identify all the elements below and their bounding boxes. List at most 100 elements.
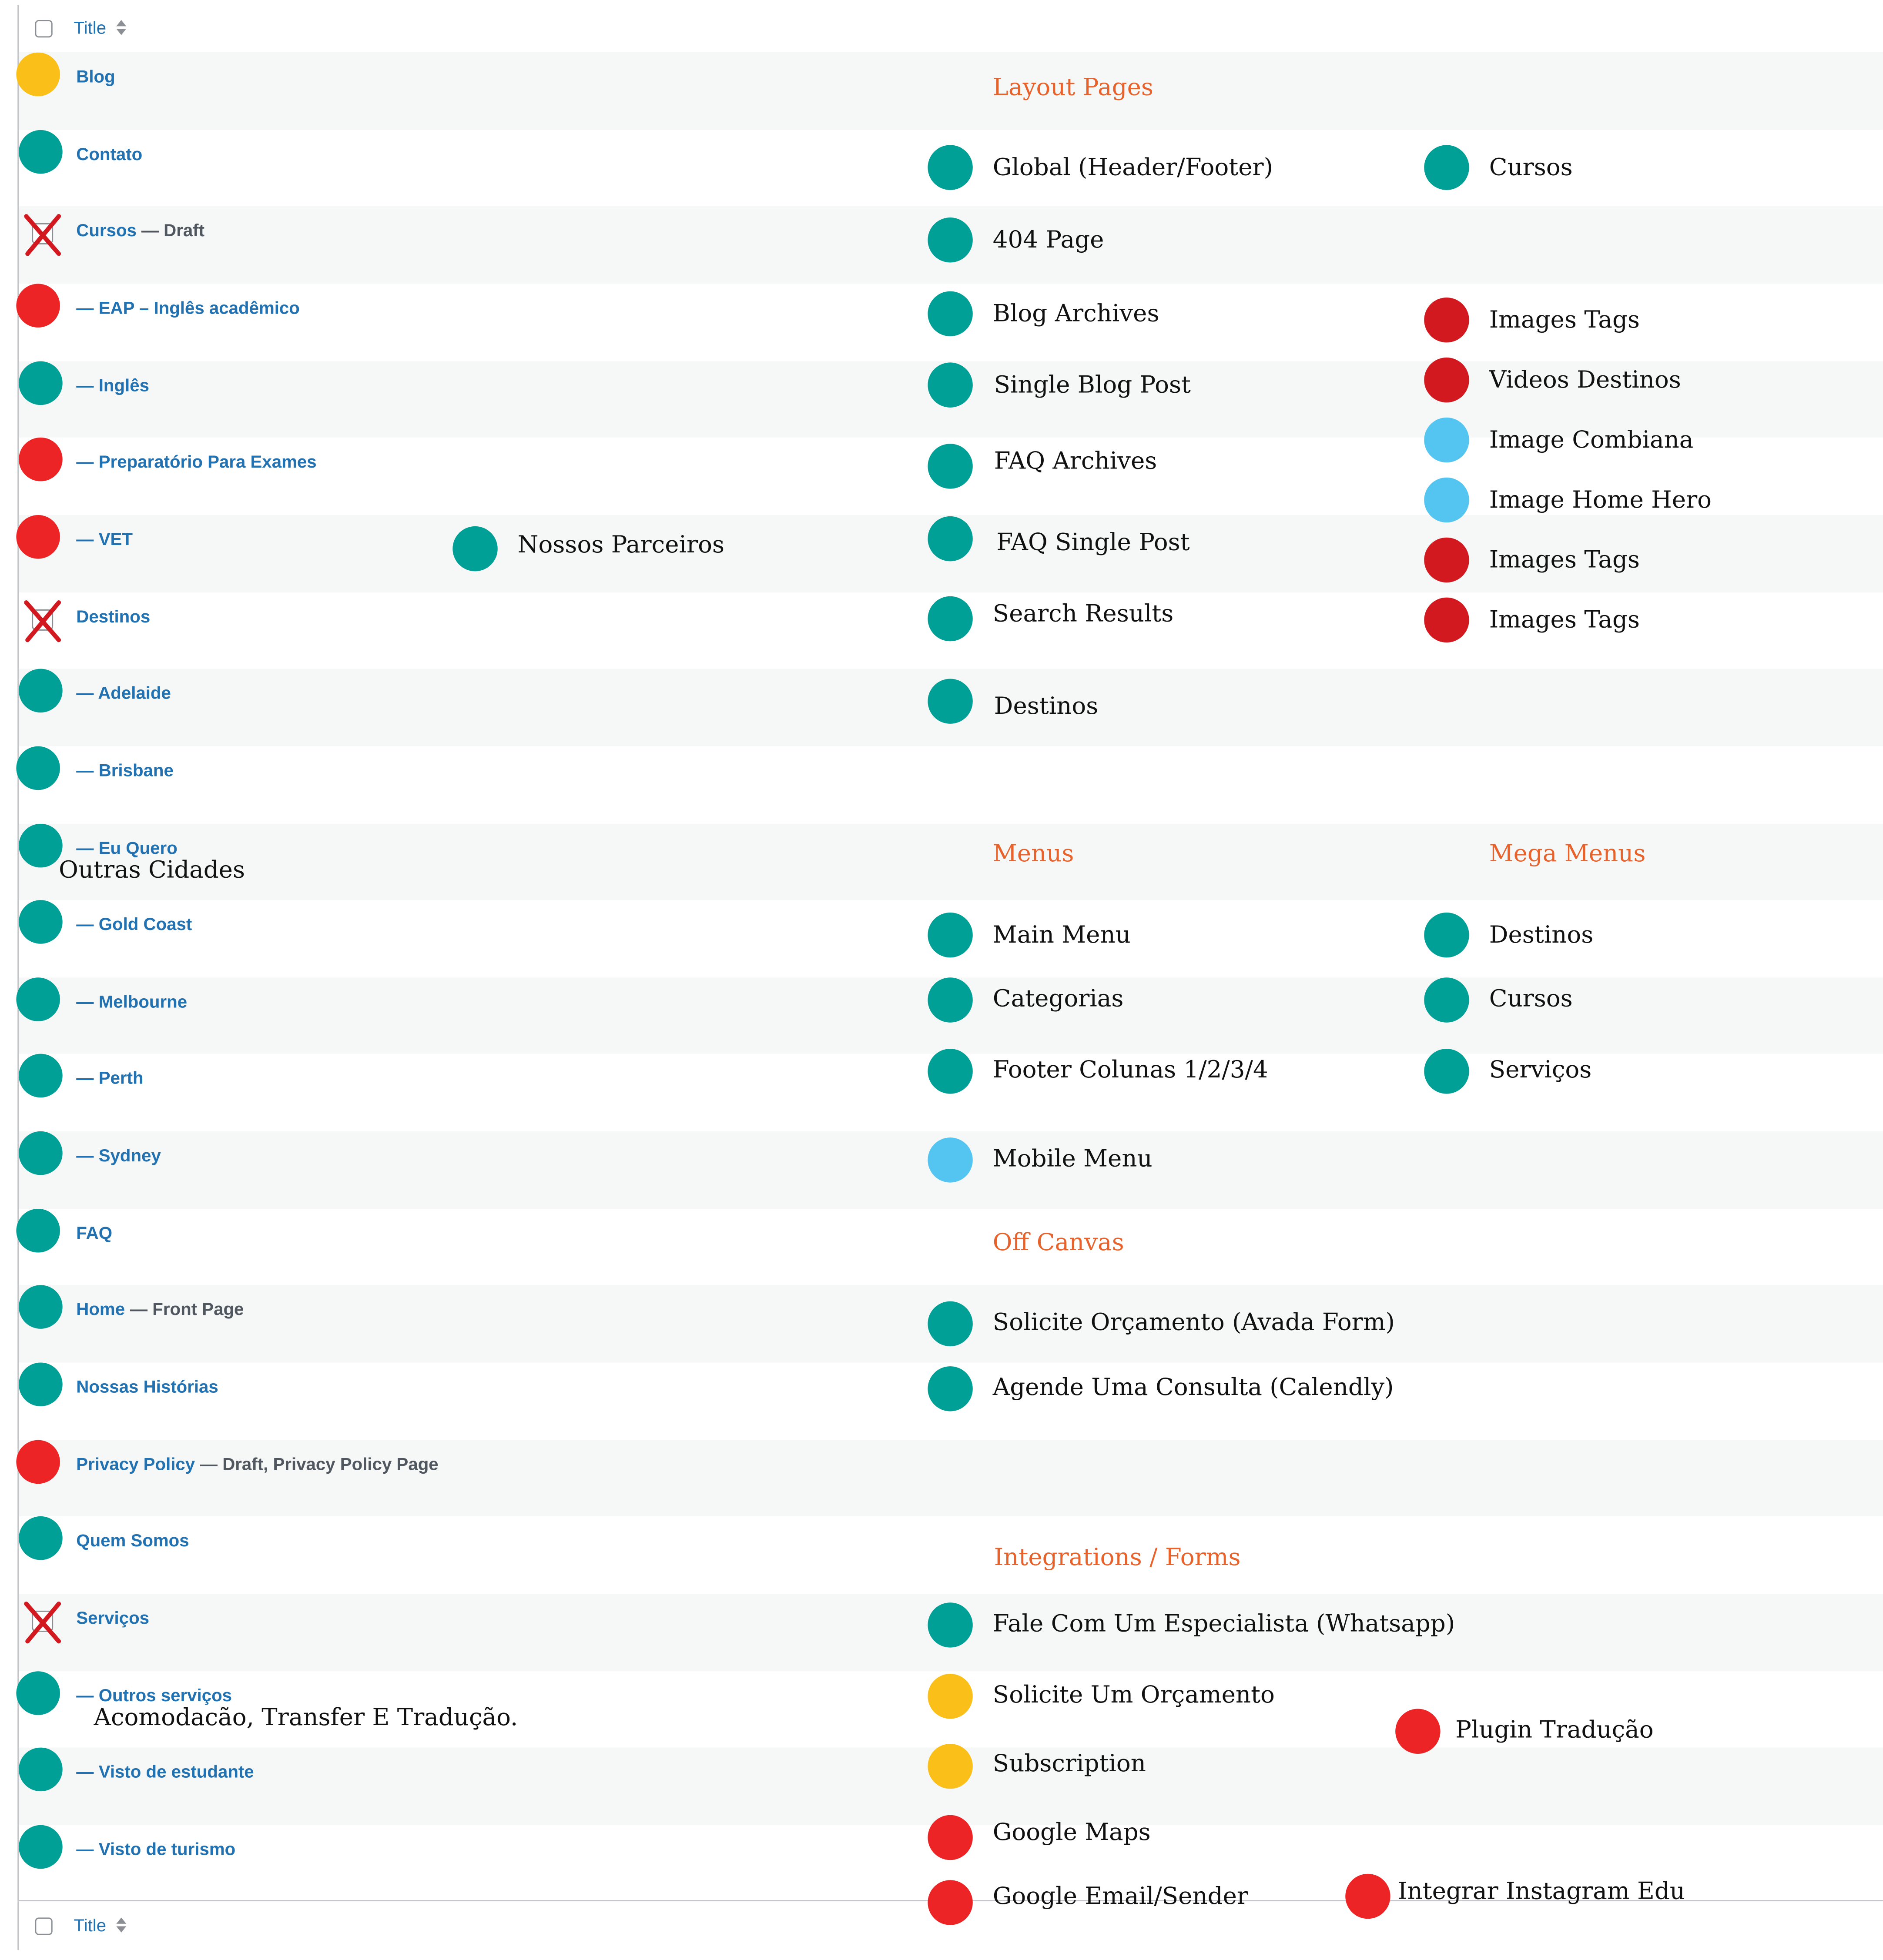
select-all-checkbox[interactable] (35, 20, 53, 38)
page-title-link[interactable]: — Inglês (76, 374, 150, 395)
light-blue-dot-icon (1424, 477, 1469, 523)
table-row[interactable]: — Eu Quero (19, 823, 1883, 901)
plugin-traducao-note: Plugin Tradução (1455, 1716, 1654, 1744)
table-row[interactable]: Blog (19, 52, 1883, 130)
page-title-link[interactable]: Blog (76, 66, 115, 87)
yellow-dot-icon (928, 1743, 973, 1789)
integration-item: Google Email/Sender (992, 1882, 1249, 1910)
red-dot-icon (16, 515, 60, 559)
layout-right-item: Videos Destinos (1489, 366, 1681, 394)
teal-dot-icon (452, 526, 498, 572)
layout-pages-heading: Layout Pages (992, 74, 1153, 101)
menu-item: Footer Colunas 1/2/3/4 (992, 1056, 1268, 1084)
teal-dot-icon (928, 912, 973, 958)
layout-page-item: Global (Header/Footer) (992, 154, 1273, 181)
title-column-footer[interactable]: Title (74, 1915, 107, 1935)
table-row[interactable]: — Brisbane (19, 746, 1883, 824)
red-dot-icon (1424, 597, 1469, 643)
teal-dot-icon (16, 1208, 60, 1252)
table-header: Title (19, 5, 1883, 54)
page-title-link[interactable]: — VET (76, 528, 133, 549)
teal-dot-icon (1424, 977, 1469, 1023)
title-column-header[interactable]: Title (74, 17, 107, 38)
red-dot-icon (1345, 1873, 1390, 1919)
red-dot-icon (1424, 297, 1469, 343)
teal-dot-icon (928, 516, 973, 562)
x-icon (24, 1602, 61, 1644)
teal-dot-icon (19, 361, 63, 405)
page-title-link[interactable]: Privacy Policy (76, 1453, 195, 1474)
mega-menu-item: Cursos (1489, 985, 1573, 1013)
teal-dot-icon (928, 679, 973, 724)
page-title-link[interactable]: Contato (76, 143, 143, 164)
page-state-label: — Draft, Privacy Policy Page (200, 1453, 439, 1474)
teal-dot-icon (16, 1671, 60, 1715)
x-icon (24, 599, 61, 642)
table-row[interactable]: Privacy Policy — Draft, Privacy Policy Pa… (19, 1439, 1883, 1517)
page-title-link[interactable]: — Adelaide (76, 682, 171, 703)
page-title-link[interactable]: Destinos (76, 605, 151, 626)
integration-item: Fale Com Um Especialista (Whatsapp) (992, 1610, 1455, 1638)
off-canvas-item: Agende Uma Consulta (Calendly) (992, 1374, 1394, 1401)
page-state-label: — Draft (141, 220, 205, 241)
page-title-link[interactable]: FAQ (76, 1222, 113, 1242)
teal-dot-icon (928, 1602, 973, 1648)
layout-right-item: Images Tags (1489, 306, 1640, 334)
layout-page-item: Destinos (994, 692, 1099, 720)
red-dot-icon (928, 1880, 973, 1925)
page-title-link[interactable]: — Perth (76, 1068, 144, 1088)
table-row[interactable]: Quem Somos (19, 1516, 1883, 1595)
layout-page-item: Search Results (992, 600, 1174, 628)
page-title-link[interactable]: Nossas Histórias (76, 1376, 218, 1397)
layout-page-item: 404 Page (992, 226, 1104, 254)
nossos-parceiros-note: Nossos Parceiros (517, 531, 725, 559)
page-title-link[interactable]: — Visto de estudante (76, 1762, 254, 1782)
page-title-link[interactable]: — Sydney (76, 1145, 161, 1165)
teal-dot-icon (19, 1285, 63, 1329)
teal-dot-icon (928, 1049, 973, 1094)
sort-icon[interactable] (116, 1914, 127, 1937)
mega-menu-item: Destinos (1489, 921, 1594, 949)
table-row[interactable]: FAQ (19, 1208, 1883, 1286)
outras-cidades-note: Outras Cidades (59, 856, 245, 884)
page-title-link[interactable]: — Melbourne (76, 991, 188, 1011)
teal-dot-icon (16, 977, 60, 1021)
yellow-dot-icon (16, 52, 60, 97)
teal-dot-icon (928, 596, 973, 642)
page-title-link[interactable]: — Gold Coast (76, 914, 192, 934)
red-dot-icon (1395, 1709, 1441, 1754)
menu-item: Categorias (992, 985, 1124, 1013)
teal-dot-icon (19, 1516, 63, 1561)
light-blue-dot-icon (928, 1137, 973, 1183)
red-dot-icon (1424, 357, 1469, 403)
off-canvas-item: Solicite Orçamento (Avada Form) (992, 1308, 1395, 1337)
layout-page-item: FAQ Archives (994, 447, 1157, 475)
page-title-link[interactable]: Serviços (76, 1607, 150, 1628)
page-title-link[interactable]: — EAP – Inglês acadêmico (76, 297, 300, 318)
teal-dot-icon (928, 444, 973, 489)
teal-dot-icon (16, 746, 60, 790)
menu-item: Main Menu (992, 921, 1131, 949)
teal-dot-icon (19, 1362, 63, 1407)
sort-icon[interactable] (116, 16, 127, 39)
page-title-link[interactable]: — Outros serviços (76, 1684, 232, 1705)
teal-dot-icon (19, 900, 63, 944)
page-title-link[interactable]: — Eu Quero (76, 837, 178, 857)
teal-dot-icon (19, 1131, 63, 1175)
page-title-link[interactable]: — Visto de turismo (76, 1839, 236, 1859)
red-dot-icon (1424, 537, 1469, 583)
teal-dot-icon (928, 1366, 973, 1411)
page-title-link[interactable]: — Brisbane (76, 759, 174, 780)
layout-right-item: Image Combiana (1489, 426, 1694, 454)
red-dot-icon (928, 1815, 973, 1860)
page-title-link[interactable]: Cursos (76, 220, 137, 241)
layout-page-item: Single Blog Post (994, 371, 1191, 399)
menus-heading: Menus (992, 840, 1074, 868)
select-all-checkbox-footer[interactable] (35, 1917, 53, 1935)
page-title-link[interactable]: Quem Somos (76, 1530, 189, 1551)
page-title-link[interactable]: Home (76, 1299, 125, 1319)
page-title-link[interactable]: — Preparatório Para Exames (76, 452, 317, 472)
integration-item: Subscription (992, 1750, 1146, 1778)
integrations-heading: Integrations / Forms (994, 1544, 1241, 1572)
